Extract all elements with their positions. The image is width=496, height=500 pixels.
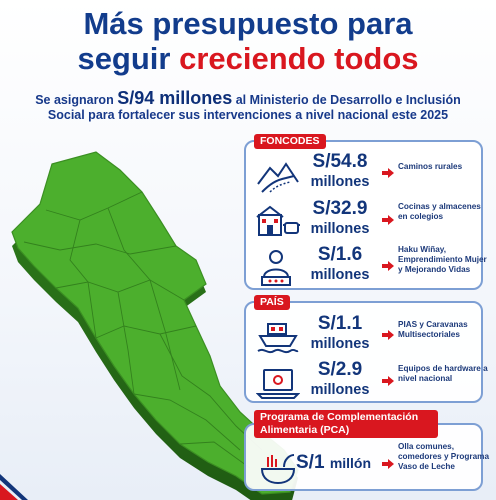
arrow-right-icon: [382, 215, 394, 225]
arrow-right-icon: [382, 168, 394, 178]
amount-unit: millones: [310, 221, 370, 237]
foncodes-programs-desc: Haku Wiñay, Emprendimiento Mujer y Mejor…: [398, 245, 487, 274]
arrow-right-icon: [382, 330, 394, 340]
headline-line-1: Más presupuesto para: [83, 6, 413, 41]
peru-map-illustration: [11, 151, 299, 500]
laptop-icon: [256, 369, 300, 399]
road-icon: [257, 162, 299, 193]
amount-value: S/32.9: [312, 198, 368, 219]
pca-label-line-1: Programa de Complementación: [260, 411, 419, 423]
amount-value: S/54.8: [312, 151, 368, 172]
amount-value: S/1.1: [317, 313, 363, 334]
foncodes-programs-amount: S/1.6 millones: [302, 245, 378, 285]
amount-value: S/2.9: [317, 359, 363, 380]
pca-food-desc: Olla comunes, comedores y Programa Vaso …: [398, 442, 490, 471]
pais-hardware-amount: S/2.9 millones: [302, 360, 378, 400]
intro-text: Se asignaron S/94 millones al Ministerio…: [20, 88, 476, 123]
intro-amount: S/94 millones: [117, 88, 233, 108]
amount-unit: millones: [310, 336, 370, 352]
amount-value: S/1.6: [317, 244, 363, 265]
pca-label-line-2: Alimentaria (PCA): [260, 424, 350, 436]
arrow-right-icon: [382, 376, 394, 386]
headline-highlight: creciendo todos: [179, 41, 419, 76]
school-icon: [256, 205, 300, 236]
foncodes-item-roads: S/54.8 millones Caminos rurales: [256, 150, 486, 196]
amount-unit: millones: [310, 174, 370, 190]
pca-item-food: S/1 millón Olla comunes, comedores y Pro…: [256, 441, 489, 487]
foncodes-panel: [244, 140, 483, 290]
intro-post: al Ministerio de Desarrollo e Inclusión: [232, 93, 461, 107]
person-icon: [261, 250, 291, 286]
arrow-right-icon: [382, 261, 394, 271]
pais-label: PAÍS: [254, 295, 290, 310]
foncodes-roads-desc: Caminos rurales: [398, 162, 463, 171]
amount-value: S/1: [296, 452, 325, 473]
headline: Más presupuesto para seguir creciendo to…: [0, 6, 496, 76]
intro-line-2: Social para fortalecer sus intervencione…: [47, 108, 449, 122]
intro-pre: Se asignaron: [35, 93, 118, 107]
foncodes-label: FONCODES: [254, 134, 326, 149]
peru-map-shape: [11, 151, 299, 495]
pca-food-amount: S/1 millón: [296, 453, 386, 473]
amount-unit: millón: [329, 455, 372, 471]
foncodes-roads-amount: S/54.8 millones: [302, 152, 378, 192]
foncodes-kitchens-desc: Cocinas y almacenes en colegios: [398, 202, 481, 221]
pais-item-pias: S/1.1 millones PIAS y Caravanas Multisect…: [256, 312, 486, 358]
pais-hardware-desc: Equipos de hardware a nivel nacional: [398, 364, 488, 383]
corner-stripes-decoration: [0, 474, 28, 500]
pais-item-hardware: S/2.9 millones Equipos de hardware a nive…: [256, 358, 488, 404]
pais-pias-amount: S/1.1 millones: [302, 314, 378, 354]
pca-label: Programa de Complementación Alimentaria …: [254, 410, 438, 438]
foncodes-item-kitchens: S/32.9 millones Cocinas y almacenes en co…: [256, 197, 486, 243]
amount-unit: millones: [310, 267, 370, 283]
amount-unit: millones: [310, 382, 370, 398]
food-icon: [260, 454, 296, 485]
headline-line-2-start: seguir: [77, 41, 180, 76]
ship-icon: [257, 323, 299, 354]
headline-line-2: seguir creciendo todos: [0, 41, 496, 76]
foncodes-item-programs: S/1.6 millones Haku Wiñay, Emprendimiento…: [256, 243, 487, 289]
pais-pias-desc: PIAS y Caravanas Multisectoriales: [398, 320, 468, 339]
foncodes-kitchens-amount: S/32.9 millones: [302, 199, 378, 239]
arrow-right-icon: [382, 459, 394, 469]
